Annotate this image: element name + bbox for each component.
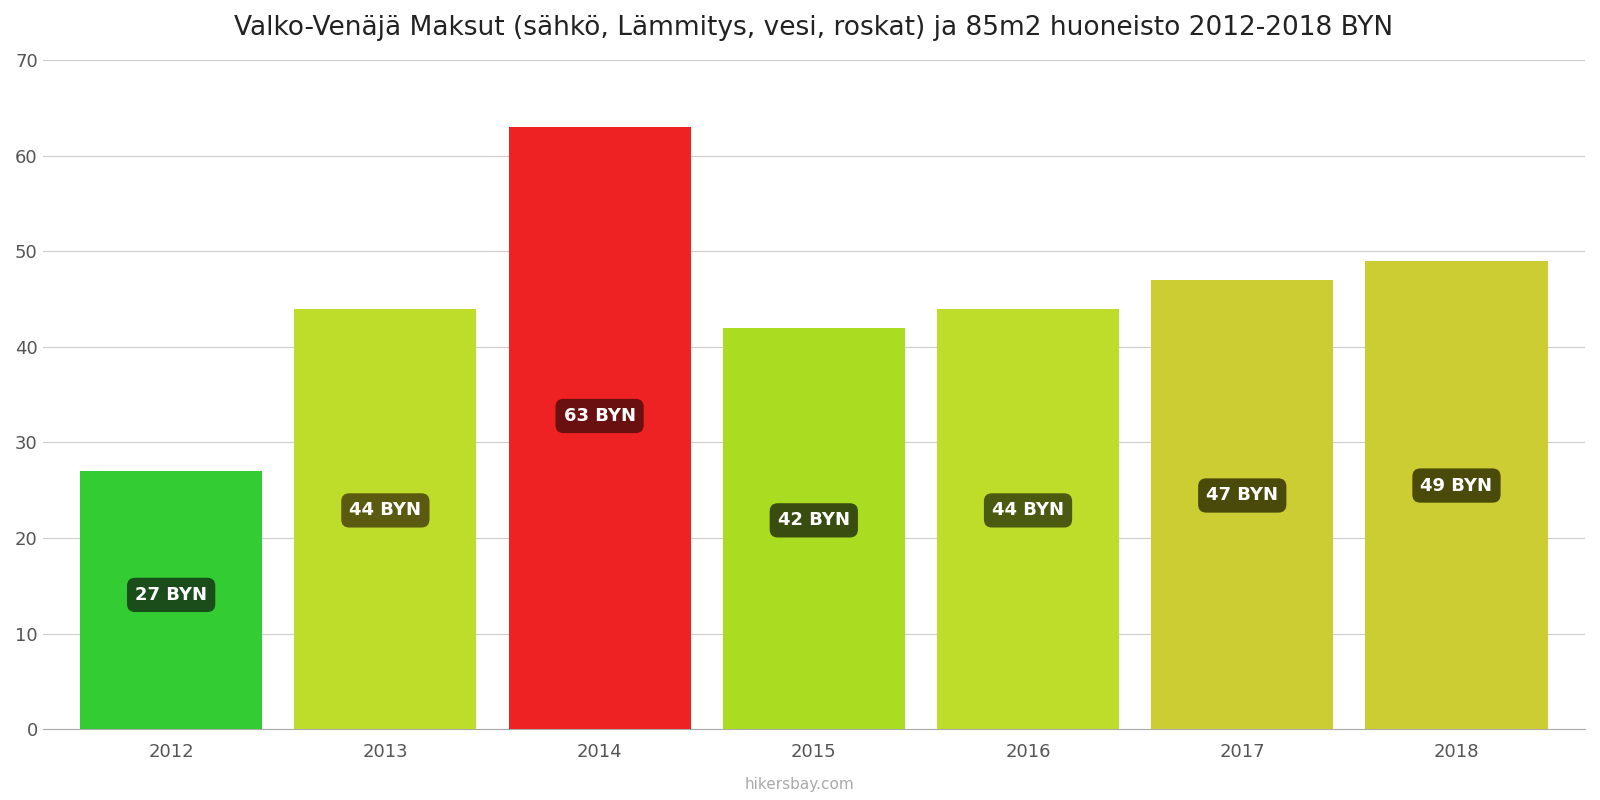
Title: Valko-Venäjä Maksut (sähkö, Lämmitys, vesi, roskat) ja 85m2 huoneisto 2012-2018 : Valko-Venäjä Maksut (sähkö, Lämmitys, ve…: [234, 15, 1394, 41]
Text: 27 BYN: 27 BYN: [134, 586, 206, 604]
Text: 42 BYN: 42 BYN: [778, 511, 850, 530]
Text: hikersbay.com: hikersbay.com: [746, 777, 854, 792]
Text: 44 BYN: 44 BYN: [992, 502, 1064, 519]
Bar: [938, 309, 1118, 729]
Bar: [1152, 280, 1333, 729]
Bar: [1365, 261, 1547, 729]
Bar: [294, 309, 477, 729]
Text: 49 BYN: 49 BYN: [1421, 477, 1493, 494]
Text: 44 BYN: 44 BYN: [349, 502, 421, 519]
Bar: [723, 328, 906, 729]
Text: 47 BYN: 47 BYN: [1206, 486, 1278, 505]
Text: 63 BYN: 63 BYN: [563, 407, 635, 425]
Bar: [509, 127, 691, 729]
Bar: [80, 471, 262, 729]
